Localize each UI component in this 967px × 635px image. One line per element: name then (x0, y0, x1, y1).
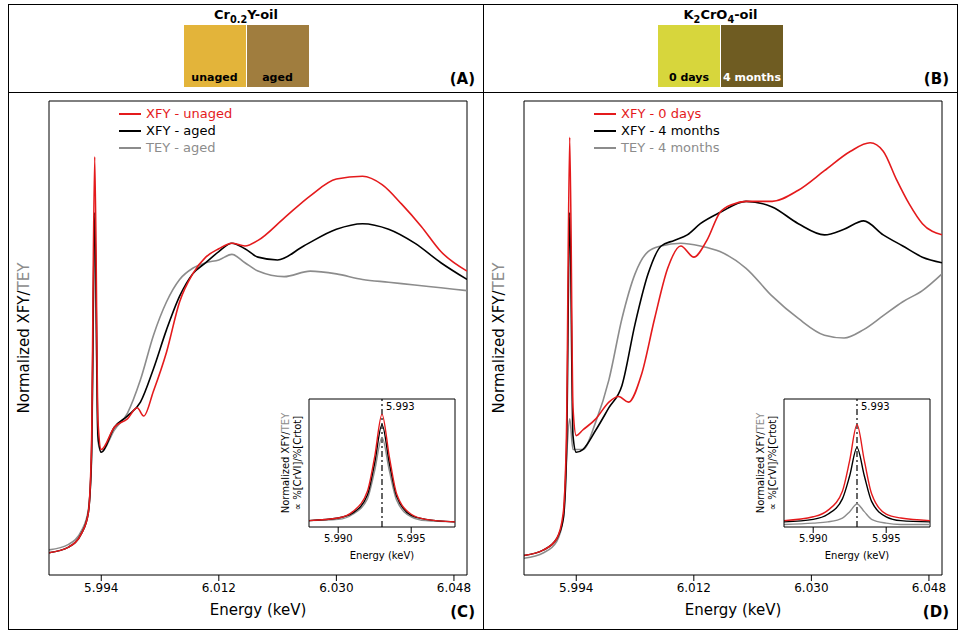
svg-text:6.012: 6.012 (202, 581, 236, 595)
svg-text:Energy (keV): Energy (keV) (210, 601, 307, 619)
svg-text:Energy (keV): Energy (keV) (685, 601, 782, 619)
svg-text:∝ %[CrVI]/%[Crtot]: ∝ %[CrVI]/%[Crtot] (767, 416, 778, 510)
svg-text:Normalized XFY/TEY: Normalized XFY/TEY (755, 412, 766, 513)
svg-text:Normalized XFY/TEY: Normalized XFY/TEY (280, 412, 291, 513)
svg-text:5.994: 5.994 (559, 581, 593, 595)
html-text:4 months: 4 months (723, 71, 781, 84)
html-text:(D): (D) (922, 603, 949, 621)
html-text:aged: aged (262, 71, 293, 84)
html-text:Cr0.2Y-oil: Cr0.2Y-oil (214, 7, 278, 25)
html-text:unaged: unaged (191, 71, 238, 84)
html-text:(C): (C) (450, 603, 475, 621)
html-text:0 days: 0 days (668, 71, 710, 84)
svg-text:∝ %[CrVI]/%[Crtot]: ∝ %[CrVI]/%[Crtot] (292, 416, 303, 510)
svg-text:5.990: 5.990 (324, 533, 353, 544)
svg-text:5.995: 5.995 (397, 533, 426, 544)
svg-text:6.048: 6.048 (912, 581, 946, 595)
html-text:K2CrO4-oil: K2CrO4-oil (683, 7, 758, 25)
html-text:XFY - aged: XFY - aged (146, 123, 216, 138)
svg-text:5.990: 5.990 (799, 533, 828, 544)
svg-text:5.995: 5.995 (872, 533, 901, 544)
svg-text:6.030: 6.030 (794, 581, 828, 595)
svg-text:5.993: 5.993 (861, 401, 890, 412)
svg-text:Normalized XFY/TEY: Normalized XFY/TEY (15, 262, 33, 414)
svg-text:6.048: 6.048 (437, 581, 471, 595)
svg-text:5.993: 5.993 (386, 401, 415, 412)
svg-text:6.030: 6.030 (319, 581, 353, 595)
svg-text:Energy (keV): Energy (keV) (350, 550, 415, 561)
html-text:TEY - aged: TEY - aged (146, 140, 216, 155)
html-text:(B): (B) (923, 70, 949, 88)
svg-text:Normalized XFY/TEY: Normalized XFY/TEY (490, 262, 508, 414)
svg-text:Energy (keV): Energy (keV) (825, 550, 890, 561)
html-text:TEY - 4 months: TEY - 4 months (621, 140, 720, 155)
html-text:XFY - 0 days: XFY - 0 days (621, 106, 702, 121)
svg-text:5.994: 5.994 (84, 581, 118, 595)
svg-text:6.012: 6.012 (677, 581, 711, 595)
html-text:XFY - unaged: XFY - unaged (146, 106, 233, 121)
html-text:XFY - 4 months: XFY - 4 months (621, 123, 720, 138)
html-text:(A): (A) (449, 70, 475, 88)
